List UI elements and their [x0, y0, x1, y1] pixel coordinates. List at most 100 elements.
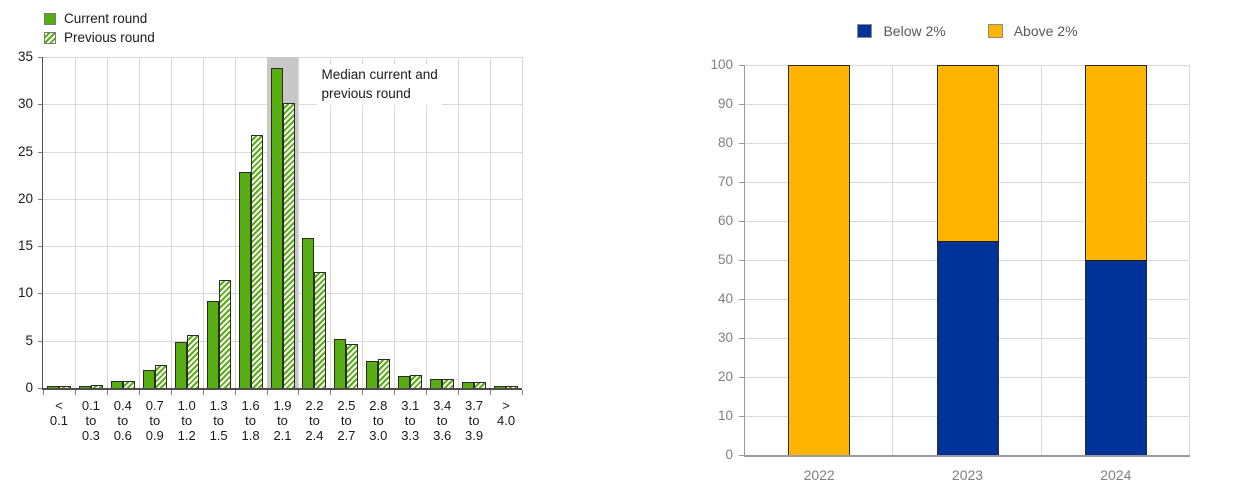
x-tick-label: 2023	[951, 467, 984, 483]
x-tick-label-line: 0.9	[145, 428, 164, 443]
gridline-v	[458, 57, 460, 388]
x-tick-label-line: to	[181, 413, 193, 428]
gridline-v	[426, 57, 428, 388]
bar-current-round	[206, 300, 219, 388]
bar-previous-round	[378, 358, 391, 388]
gridline-v	[298, 57, 300, 388]
x-tick-label: >4.0	[490, 398, 522, 428]
bar-current-round	[47, 386, 59, 388]
bar-current-round	[366, 360, 379, 388]
bar-current-round	[334, 338, 347, 388]
x-tick-label-line: 3.3	[401, 428, 420, 443]
bar-previous-round	[346, 343, 359, 388]
y-tick-mark	[739, 65, 744, 66]
x-tick-label: 1.6 to 1.8	[235, 398, 267, 443]
x-tick-label-line: 1.6	[241, 398, 260, 413]
bar-previous-round	[506, 386, 519, 388]
legend-item-above-2pct: Above 2%	[987, 22, 1078, 40]
x-tick-label: 0.7 to 0.9	[139, 398, 171, 443]
median-annotation-line1: Median current and	[321, 67, 438, 82]
bar-below-2pct	[936, 240, 999, 455]
bar-previous-round	[218, 280, 231, 388]
legend-label-below-2pct: Below 2%	[883, 23, 946, 39]
bar-current-round	[302, 237, 315, 388]
x-tick-label-line: 1.8	[241, 428, 260, 443]
x-tick-label: 0.1 to 0.3	[75, 398, 107, 443]
y-tick-label: 50	[717, 252, 733, 267]
bar-current-round	[430, 379, 443, 388]
x-tick-label-line: 3.9	[465, 428, 484, 443]
y-tick-label: 80	[717, 135, 733, 150]
legend-item-below-2pct: Below 2%	[857, 22, 946, 40]
median-annotation-line2: previous round	[321, 86, 411, 101]
bar-previous-round	[314, 271, 327, 388]
x-tick-label: 1.3 to 1.5	[203, 398, 235, 443]
x-tick-label-line: 1.5	[209, 428, 228, 443]
y-tick-mark	[739, 338, 744, 339]
x-tick-mark	[106, 390, 108, 395]
x-tick-mark	[266, 390, 268, 395]
histogram-plot-area: 0 5 10 15 20 25 30 35 <0.1 0.1 to 0.3 0.4 to 0.6 0.7 to 0…	[18, 49, 523, 443]
x-tick-mark	[234, 390, 236, 395]
bar-current-round	[110, 381, 123, 388]
x-tick-label-line: >	[502, 398, 510, 413]
bar-previous-round	[442, 378, 455, 388]
y-tick-label: 10	[717, 408, 733, 423]
y-tick-label: 60	[717, 213, 733, 228]
bar-previous-round	[122, 381, 135, 388]
x-tick-mark	[138, 390, 140, 395]
bar-current-round	[462, 382, 475, 388]
x-tick-label: 3.7 to 3.9	[458, 398, 490, 443]
bar-current-round	[238, 172, 251, 388]
y-tick-mark	[38, 246, 42, 248]
x-tick-label-line: 1.2	[177, 428, 196, 443]
x-tick-label-line: <	[55, 398, 63, 413]
x-tick-label-line: to	[85, 413, 97, 428]
bar-current-round	[494, 386, 507, 388]
y-tick-mark	[38, 198, 42, 200]
y-tick-label: 25	[17, 143, 33, 159]
y-tick-label: 90	[717, 96, 733, 111]
y-axis-line	[42, 57, 43, 388]
gridline-v	[394, 57, 396, 388]
y-tick-mark	[38, 151, 42, 153]
x-axis-line	[42, 388, 522, 390]
x-tick-label: 2.8 to 3.0	[362, 398, 394, 443]
bar-previous-round	[186, 335, 199, 388]
x-tick-mark	[458, 390, 460, 395]
x-tick-label-line: 2.1	[273, 428, 292, 443]
y-tick-label: 70	[717, 174, 733, 189]
legend-label-previous-round: Previous round	[64, 30, 155, 45]
bar-previous-round	[250, 135, 263, 388]
y-tick-label: 40	[717, 291, 733, 306]
bar-current-round	[78, 386, 91, 388]
y-tick-mark	[739, 143, 744, 144]
y-tick-label: 5	[25, 332, 33, 348]
x-tick-label-line: 3.4	[433, 398, 452, 413]
x-tick-label-line: 1.3	[209, 398, 228, 413]
y-tick-label: 0	[25, 380, 33, 395]
y-tick-mark	[739, 416, 744, 417]
stacked-chart-legend: Below 2% Above 2%	[745, 22, 1190, 40]
median-annotation: Median current and previous round	[317, 64, 442, 105]
y-tick-label: 20	[717, 369, 733, 384]
x-tick-label-line: 0.7	[145, 398, 164, 413]
bar-current-round	[398, 375, 411, 388]
x-tick-label: 1.0 to 1.2	[171, 398, 203, 443]
x-tick-mark	[170, 390, 172, 395]
bar-previous-round	[59, 386, 71, 388]
legend-label-current-round: Current round	[64, 11, 148, 26]
below-2pct-swatch-icon	[857, 24, 873, 38]
x-tick-label-line: 3.6	[433, 428, 452, 443]
gridline-v	[106, 57, 108, 388]
x-tick-label-line: 3.1	[401, 398, 420, 413]
bar-current-round	[174, 341, 187, 388]
previous-round-swatch-icon	[44, 31, 56, 44]
legend-label-above-2pct: Above 2%	[1013, 23, 1078, 39]
x-tick-label-line: to	[245, 413, 256, 428]
gridline-v	[74, 57, 76, 388]
y-tick-label: 30	[17, 96, 33, 112]
gridline-v	[892, 65, 894, 455]
gridline-v	[330, 57, 332, 388]
gridline-v	[170, 57, 172, 388]
